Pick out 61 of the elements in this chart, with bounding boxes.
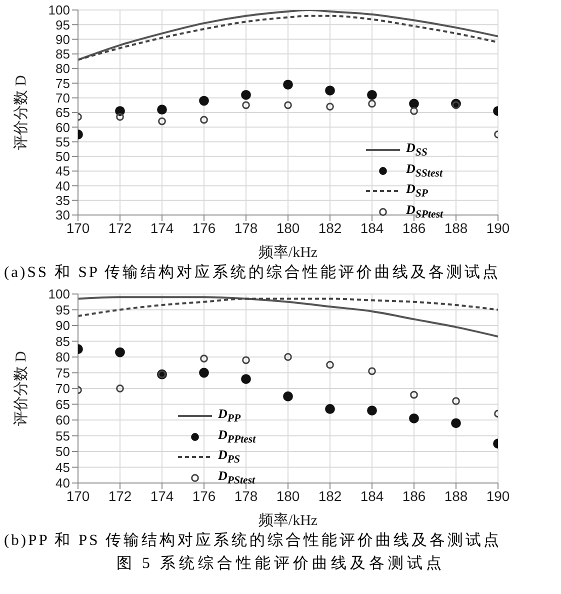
x-tick-label: 188 — [444, 220, 468, 236]
y-tick-label: 95 — [56, 302, 70, 318]
y-tick-label: 65 — [56, 396, 70, 412]
legend-label: D$_{PPtest}$ — [218, 426, 256, 448]
y-tick-label: 90 — [56, 32, 70, 47]
x-axis-title: 频率/kHz — [258, 244, 318, 261]
legend-label: D$_{SP}$ — [406, 181, 428, 202]
legend-label: D$_{SStest}$ — [406, 160, 442, 182]
x-tick-label: 182 — [318, 220, 342, 236]
x-tick-label: 184 — [360, 488, 384, 504]
x-tick-label: 178 — [234, 220, 258, 236]
x-tick-label: 182 — [318, 488, 342, 504]
y-tick-label: 60 — [56, 120, 70, 135]
y-tick-label: 50 — [56, 149, 70, 164]
x-tick-label: 172 — [108, 220, 132, 236]
y-tick-label: 85 — [56, 334, 70, 349]
x-tick-label: 180 — [276, 488, 300, 504]
x-tick-label: 186 — [402, 220, 426, 236]
y-tick-label: 75 — [56, 76, 70, 91]
y-tick-label: 55 — [56, 428, 70, 444]
y-tick-label: 95 — [56, 17, 70, 32]
legend-label: D$_{PP}$ — [218, 406, 241, 427]
caption: 图 5 系统综合性能评价曲线及各测试点 — [115, 554, 446, 574]
y-tick-label: 90 — [56, 318, 70, 334]
y-axis-title: 评价分数 D — [12, 351, 30, 426]
y-tick-label: 45 — [56, 164, 70, 179]
y-tick-label: 75 — [56, 365, 70, 380]
x-tick-label: 188 — [444, 488, 468, 504]
x-tick-label: 178 — [234, 488, 258, 504]
x-tick-label: 184 — [360, 220, 384, 236]
x-tick-label: 180 — [276, 220, 300, 236]
x-axis-title: 频率/kHz — [258, 512, 318, 529]
y-tick-label: 100 — [48, 2, 70, 18]
legend-label: D$_{PS}$ — [218, 447, 240, 468]
y-tick-label: 45 — [56, 460, 70, 475]
legend-label: D$_{SPtest}$ — [406, 202, 444, 220]
y-tick-label: 100 — [48, 286, 70, 302]
y-tick-label: 40 — [56, 178, 70, 194]
x-tick-label: 174 — [150, 220, 174, 236]
text: (a)SS 和 SP 传输结构对应系统的综合性能评价曲线及各测试点 — [4, 263, 502, 283]
x-tick-label: 172 — [108, 488, 132, 504]
x-tick-label: 190 — [486, 488, 510, 504]
y-tick-label: 80 — [56, 350, 70, 365]
y-tick-label: 35 — [56, 192, 70, 208]
legend-label: D$_{PStest}$ — [218, 468, 256, 488]
text: (b)PP 和 PS 传输结构对应系统的综合性能评价曲线及各测试点 — [4, 531, 503, 551]
y-axis-title: 评价分数 D — [12, 75, 30, 150]
x-tick-label: 176 — [192, 220, 216, 236]
x-tick-label: 174 — [150, 488, 174, 504]
y-tick-label: 80 — [56, 61, 70, 76]
x-tick-label: 190 — [486, 220, 510, 236]
legend-label: D$_{SS}$ — [406, 140, 428, 161]
y-tick-label: 55 — [56, 134, 70, 150]
y-tick-label: 65 — [56, 105, 70, 120]
y-tick-label: 85 — [56, 46, 70, 62]
x-tick-label: 176 — [192, 488, 216, 504]
x-tick-label: 186 — [402, 488, 426, 504]
y-tick-label: 60 — [56, 412, 70, 428]
y-tick-label: 50 — [56, 444, 70, 460]
y-tick-label: 70 — [56, 90, 70, 106]
y-tick-label: 70 — [56, 381, 70, 396]
